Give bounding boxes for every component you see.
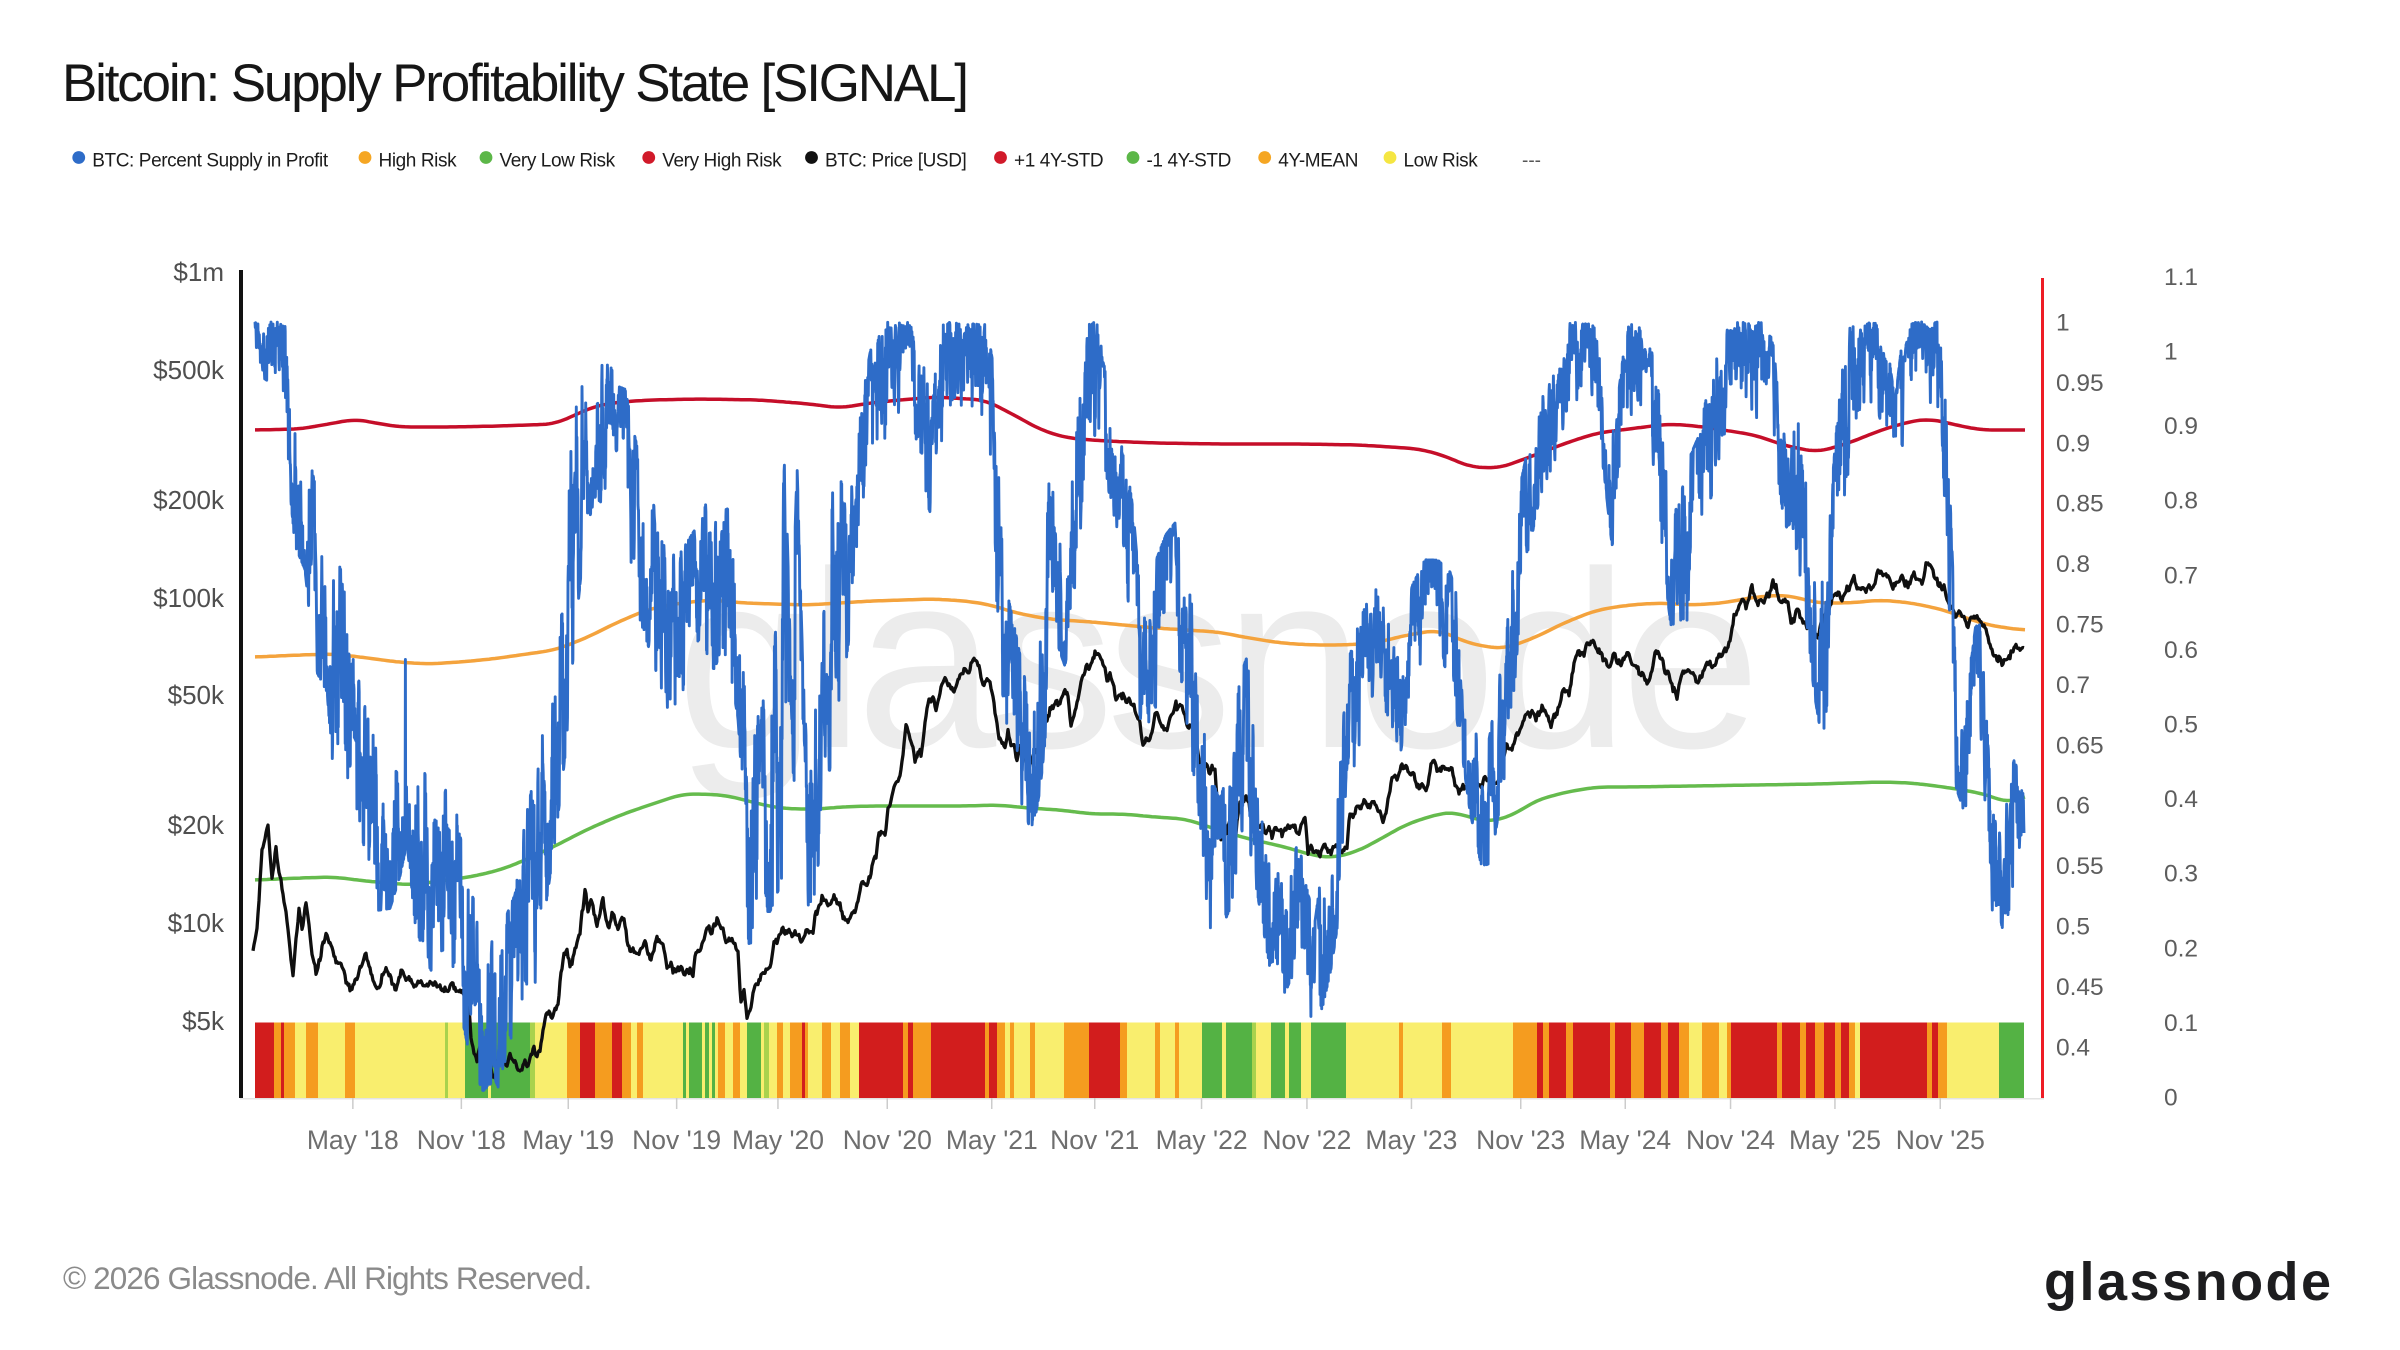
svg-text:$500k: $500k xyxy=(153,355,225,385)
svg-text:Nov '22: Nov '22 xyxy=(1262,1125,1351,1155)
svg-text:May '24: May '24 xyxy=(1579,1125,1671,1155)
svg-text:Nov '19: Nov '19 xyxy=(632,1125,721,1155)
svg-text:$50k: $50k xyxy=(168,680,225,710)
svg-text:1: 1 xyxy=(2164,339,2178,366)
svg-text:0.55: 0.55 xyxy=(2056,853,2104,880)
svg-text:© 2026 Glassnode. All Rights R: © 2026 Glassnode. All Rights Reserved. xyxy=(63,1260,591,1296)
svg-text:0.5: 0.5 xyxy=(2164,712,2198,739)
svg-text:0.3: 0.3 xyxy=(2164,861,2198,888)
svg-text:May '23: May '23 xyxy=(1365,1125,1457,1155)
svg-text:0.65: 0.65 xyxy=(2056,732,2104,759)
svg-text:BTC: Percent Supply in Profit: BTC: Percent Supply in Profit xyxy=(92,151,329,172)
svg-text:0.9: 0.9 xyxy=(2164,413,2198,440)
svg-text:May '18: May '18 xyxy=(307,1125,399,1155)
svg-text:0: 0 xyxy=(2164,1085,2178,1112)
svg-text:0.5: 0.5 xyxy=(2056,914,2090,941)
svg-text:$20k: $20k xyxy=(168,810,225,840)
svg-text:$1m: $1m xyxy=(173,257,224,287)
svg-text:Nov '25: Nov '25 xyxy=(1896,1125,1985,1155)
svg-text:0.1: 0.1 xyxy=(2164,1010,2198,1037)
svg-text:0.2: 0.2 xyxy=(2164,935,2198,962)
svg-text:Very High Risk: Very High Risk xyxy=(662,151,782,172)
svg-text:Nov '18: Nov '18 xyxy=(417,1125,506,1155)
svg-text:0.8: 0.8 xyxy=(2056,551,2090,578)
svg-text:0.45: 0.45 xyxy=(2056,974,2104,1001)
svg-text:Nov '24: Nov '24 xyxy=(1686,1125,1775,1155)
svg-text:$10k: $10k xyxy=(168,908,225,938)
svg-text:---: --- xyxy=(1522,151,1541,172)
svg-text:0.4: 0.4 xyxy=(2164,786,2198,813)
svg-text:0.7: 0.7 xyxy=(2164,562,2198,589)
svg-text:glassnode: glassnode xyxy=(676,520,1753,801)
svg-text:0.8: 0.8 xyxy=(2164,488,2198,515)
svg-text:$100k: $100k xyxy=(153,583,225,613)
svg-text:Nov '23: Nov '23 xyxy=(1476,1125,1565,1155)
svg-text:Very Low Risk: Very Low Risk xyxy=(500,151,616,172)
svg-text:glassnode: glassnode xyxy=(2044,1252,2334,1312)
svg-text:BTC: Price [USD]: BTC: Price [USD] xyxy=(825,151,966,172)
svg-text:0.6: 0.6 xyxy=(2056,793,2090,820)
svg-text:0.9: 0.9 xyxy=(2056,430,2090,457)
svg-text:May '22: May '22 xyxy=(1156,1125,1248,1155)
svg-text:$5k: $5k xyxy=(182,1006,225,1036)
svg-text:May '20: May '20 xyxy=(732,1125,824,1155)
svg-text:Low Risk: Low Risk xyxy=(1404,151,1479,172)
svg-text:4Y-MEAN: 4Y-MEAN xyxy=(1278,151,1358,172)
svg-text:0.75: 0.75 xyxy=(2056,612,2104,639)
svg-text:High Risk: High Risk xyxy=(379,151,458,172)
svg-text:0.4: 0.4 xyxy=(2056,1034,2090,1061)
svg-text:1.1: 1.1 xyxy=(2164,264,2198,291)
svg-text:0.6: 0.6 xyxy=(2164,637,2198,664)
svg-text:Nov '20: Nov '20 xyxy=(843,1125,932,1155)
svg-text:-1 4Y-STD: -1 4Y-STD xyxy=(1147,151,1231,172)
svg-text:0.95: 0.95 xyxy=(2056,370,2104,397)
svg-text:Nov '21: Nov '21 xyxy=(1050,1125,1139,1155)
svg-text:May '19: May '19 xyxy=(522,1125,614,1155)
svg-text:May '21: May '21 xyxy=(946,1125,1038,1155)
svg-text:0.7: 0.7 xyxy=(2056,672,2090,699)
svg-text:May '25: May '25 xyxy=(1789,1125,1881,1155)
svg-text:+1 4Y-STD: +1 4Y-STD xyxy=(1014,151,1103,172)
svg-text:Bitcoin: Supply Profitability: Bitcoin: Supply Profitability State [SIG… xyxy=(62,54,967,113)
svg-text:$200k: $200k xyxy=(153,485,225,515)
svg-text:0.85: 0.85 xyxy=(2056,491,2104,518)
svg-text:1: 1 xyxy=(2056,310,2070,337)
